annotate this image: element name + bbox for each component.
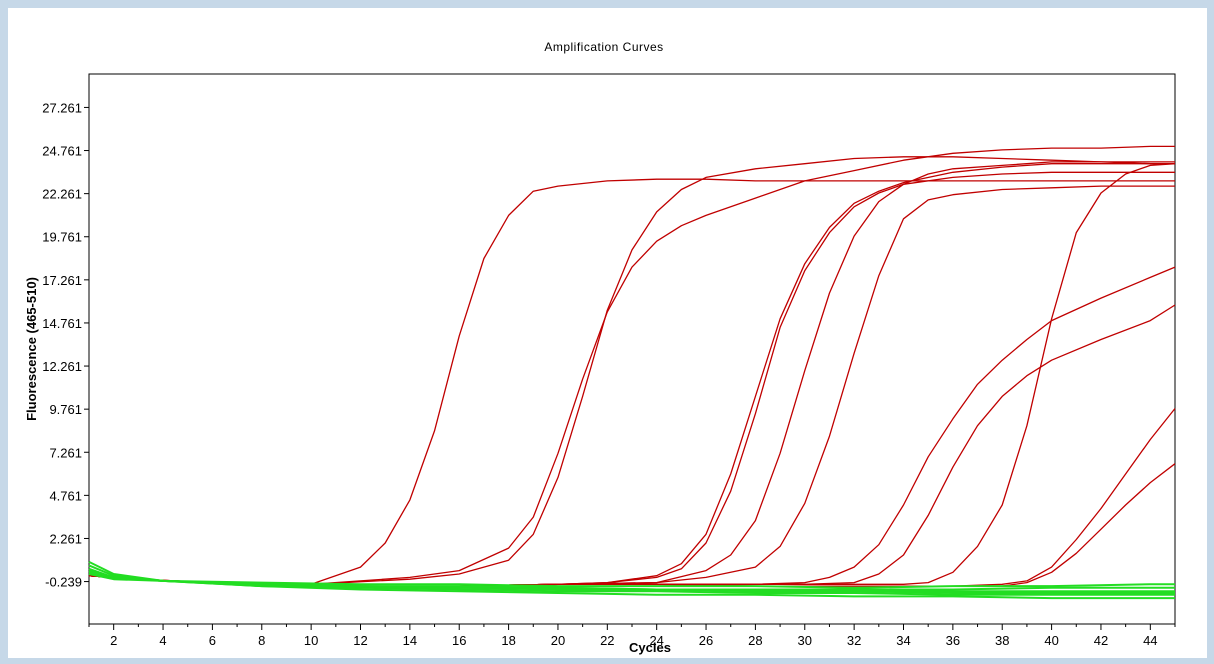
y-tick-label: 4.761 (49, 488, 82, 503)
y-tick-label: 17.261 (42, 273, 82, 288)
y-tick-label: 22.261 (42, 187, 82, 202)
x-tick-label: 8 (258, 633, 265, 648)
x-tick-label: 24 (649, 633, 663, 648)
y-tick-label: 19.761 (42, 230, 82, 245)
x-tick-label: 38 (995, 633, 1009, 648)
series-group (88, 145, 1176, 600)
y-tick-label: 24.761 (42, 144, 82, 159)
amplification-chart: Amplification Curves -0.239 2.261 4.761 7.2… (8, 8, 1207, 658)
series-line-18 (88, 573, 1175, 594)
series-line-1 (88, 178, 1175, 585)
x-tick-label: 22 (600, 633, 614, 648)
x-tick-label: 42 (1094, 633, 1108, 648)
chart-svg: Amplification Curves -0.239 2.261 4.761 7.2… (24, 40, 1176, 655)
x-axis-title: Cycles (629, 640, 671, 655)
x-axis-ticks: 2 4 6 8 10 12 14 16 18 20 22 24 26 28 30 32 34 36 38 40 42 44 (88, 624, 1176, 648)
x-tick-label: 36 (946, 633, 960, 648)
x-tick-label: 2 (110, 633, 117, 648)
x-tick-label: 30 (798, 633, 812, 648)
x-tick-label: 26 (699, 633, 713, 648)
chart-title: Amplification Curves (544, 40, 663, 54)
y-axis-title: Fluorescence (465-510) (24, 277, 39, 421)
x-tick-label: 18 (501, 633, 515, 648)
x-tick-label: 16 (452, 633, 466, 648)
x-tick-label: 4 (159, 633, 166, 648)
x-tick-label: 32 (847, 633, 861, 648)
x-tick-label: 20 (551, 633, 565, 648)
plot-area (88, 73, 1176, 625)
x-tick-label: 6 (209, 633, 216, 648)
y-tick-label: 14.761 (42, 316, 82, 331)
x-tick-label: 34 (896, 633, 910, 648)
y-tick-label: 27.261 (42, 100, 82, 115)
x-tick-label: 10 (304, 633, 318, 648)
y-axis-ticks: -0.239 2.261 4.761 7.261 9.761 12.261 14.761 17… (42, 100, 89, 590)
y-tick-label: 7.261 (49, 445, 82, 460)
x-tick-label: 40 (1044, 633, 1058, 648)
y-tick-label: 12.261 (42, 359, 82, 374)
y-tick-label: 9.761 (49, 402, 82, 417)
x-tick-label: 44 (1143, 633, 1157, 648)
x-tick-label: 14 (403, 633, 417, 648)
x-tick-label: 28 (748, 633, 762, 648)
x-tick-label: 12 (353, 633, 367, 648)
series-line-2 (88, 145, 1175, 585)
y-tick-label: -0.239 (45, 575, 82, 590)
y-tick-label: 2.261 (49, 531, 82, 546)
series-line-3 (88, 156, 1175, 585)
